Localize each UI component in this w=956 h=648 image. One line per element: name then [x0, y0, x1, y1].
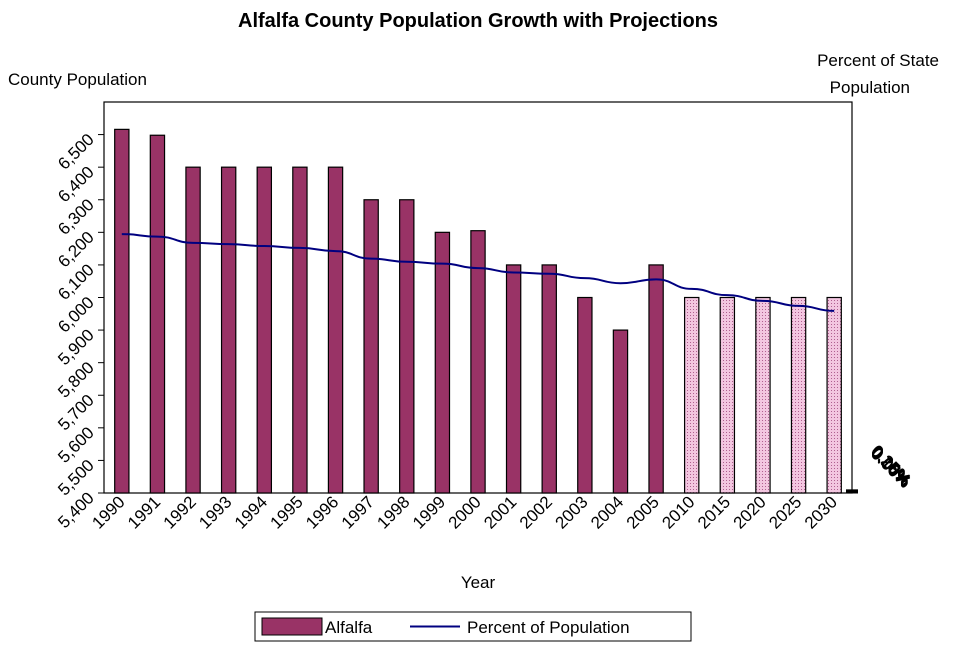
- y-axis-ticks: 5,4005,5005,6005,7005,8005,9006,0006,100…: [54, 130, 104, 532]
- bar: [399, 199, 415, 494]
- x-tick-label: 2003: [552, 492, 592, 532]
- y-tick-label: 5,700: [54, 391, 98, 435]
- bar: [220, 166, 237, 494]
- y-tick-label: 6,100: [54, 260, 98, 304]
- bar: [470, 230, 486, 494]
- bar: [185, 166, 201, 494]
- x-tick-label: 2004: [587, 492, 627, 532]
- y-tick-label: 6,300: [54, 195, 98, 239]
- bar: [256, 166, 273, 494]
- y2-axis-label-line2: Population: [830, 78, 910, 97]
- x-tick-label: 1992: [160, 492, 200, 532]
- x-tick-label: 1997: [338, 492, 378, 532]
- y-tick-label: 5,600: [54, 423, 98, 467]
- bar: [434, 231, 451, 494]
- x-tick-label: 2001: [480, 492, 520, 532]
- y-tick-label: 6,000: [54, 293, 98, 337]
- bar: [612, 329, 629, 494]
- y-tick-label: 6,200: [54, 228, 98, 272]
- y2-tick-label: 0.25%: [867, 441, 915, 489]
- bar: [327, 166, 344, 494]
- x-tick-label: 2010: [658, 492, 698, 532]
- y-tick-label: 5,400: [54, 488, 98, 532]
- x-tick-label: 1998: [373, 492, 413, 532]
- x-tick-label: 1990: [88, 492, 128, 532]
- x-tick-label: 1991: [124, 492, 164, 532]
- x-tick-label: 2030: [801, 492, 841, 532]
- bar: [648, 264, 664, 494]
- legend-box: [254, 611, 692, 642]
- y-tick-label: 5,900: [54, 325, 98, 369]
- y2-axis-label-line1: Percent of State: [817, 51, 939, 70]
- bar: [114, 128, 130, 494]
- y2-axis-ticks: 0.00%0.05%0.10%0.15%0.20%0.25%: [846, 441, 915, 494]
- bar: [505, 264, 522, 494]
- x-tick-label: 1994: [231, 492, 271, 532]
- bar: [149, 134, 166, 494]
- chart-title: Alfalfa County Population Growth with Pr…: [238, 10, 718, 32]
- bar-projected: [683, 296, 700, 494]
- bar-series: [114, 128, 842, 494]
- y-tick-label: 6,400: [54, 163, 98, 207]
- bar-projected: [719, 296, 736, 494]
- bar: [577, 296, 593, 494]
- x-tick-label: 1995: [267, 492, 307, 532]
- y-tick-label: 5,800: [54, 358, 98, 402]
- bar: [363, 199, 379, 494]
- x-tick-label: 1996: [302, 492, 342, 532]
- y-axis-label: County Population: [8, 70, 147, 89]
- x-tick-label: 1993: [195, 492, 235, 532]
- y-tick-label: 6,500: [54, 130, 98, 174]
- x-axis-ticks: 1990199119921993199419951996199719981999…: [88, 492, 841, 532]
- x-tick-label: 1999: [409, 492, 449, 532]
- percent-line: [121, 233, 835, 312]
- line-series: [121, 233, 835, 312]
- legend-swatch-bar: [261, 617, 323, 636]
- legend: Alfalfa Percent of Population: [254, 611, 692, 642]
- bar: [292, 166, 308, 494]
- legend-label-bar: Alfalfa: [325, 618, 373, 637]
- x-axis-label: Year: [461, 573, 496, 592]
- bar-projected: [755, 296, 771, 494]
- bar: [541, 264, 557, 494]
- legend-label-line: Percent of Population: [467, 618, 630, 637]
- bar-projected: [790, 296, 807, 494]
- y-tick-label: 5,500: [54, 456, 98, 500]
- bar-projected: [826, 296, 842, 494]
- x-tick-label: 2015: [694, 492, 734, 532]
- x-tick-label: 2020: [730, 492, 770, 532]
- x-tick-label: 2005: [623, 492, 663, 532]
- x-tick-label: 2000: [445, 492, 485, 532]
- x-tick-label: 2025: [765, 492, 805, 532]
- x-tick-label: 2002: [516, 492, 556, 532]
